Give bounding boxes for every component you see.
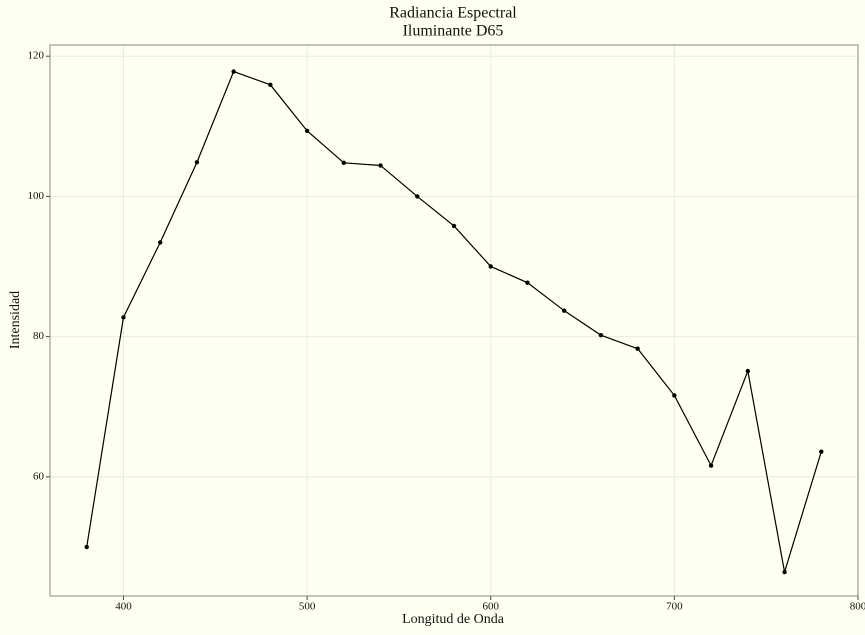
x-tick-label: 400 (115, 601, 132, 613)
x-axis-title: Longitud de Onda (402, 612, 505, 627)
y-tick-label: 80 (33, 330, 45, 342)
x-tick-label: 500 (299, 601, 316, 613)
point (819, 449, 824, 454)
y-axis-title: Intensidad (8, 291, 23, 349)
x-tick-label: 700 (666, 601, 683, 613)
point (708, 463, 714, 468)
point (451, 223, 457, 229)
point (194, 160, 200, 165)
point (598, 332, 604, 338)
point (231, 69, 236, 74)
point (157, 240, 163, 245)
point (488, 264, 493, 269)
chart-title: Radiancia Espectral (389, 5, 517, 22)
line (86, 70, 822, 573)
point (121, 315, 126, 320)
point (672, 393, 677, 398)
point (782, 569, 787, 575)
point (415, 194, 420, 199)
point (268, 82, 273, 88)
y-tick-label: 120 (28, 50, 45, 62)
plot-border (49, 44, 859, 597)
point (84, 544, 89, 550)
point (561, 308, 567, 313)
point (745, 368, 751, 374)
chart-subtitle: Iluminante D65 (403, 23, 504, 40)
point (341, 160, 347, 166)
y-tick-label: 60 (33, 470, 45, 482)
point (635, 346, 640, 351)
y-tick-label: 100 (28, 190, 45, 202)
x-tick-label: 800 (850, 601, 865, 613)
point (525, 280, 530, 285)
x-tick-label: 600 (482, 601, 499, 613)
point (378, 163, 383, 168)
point (304, 128, 310, 134)
